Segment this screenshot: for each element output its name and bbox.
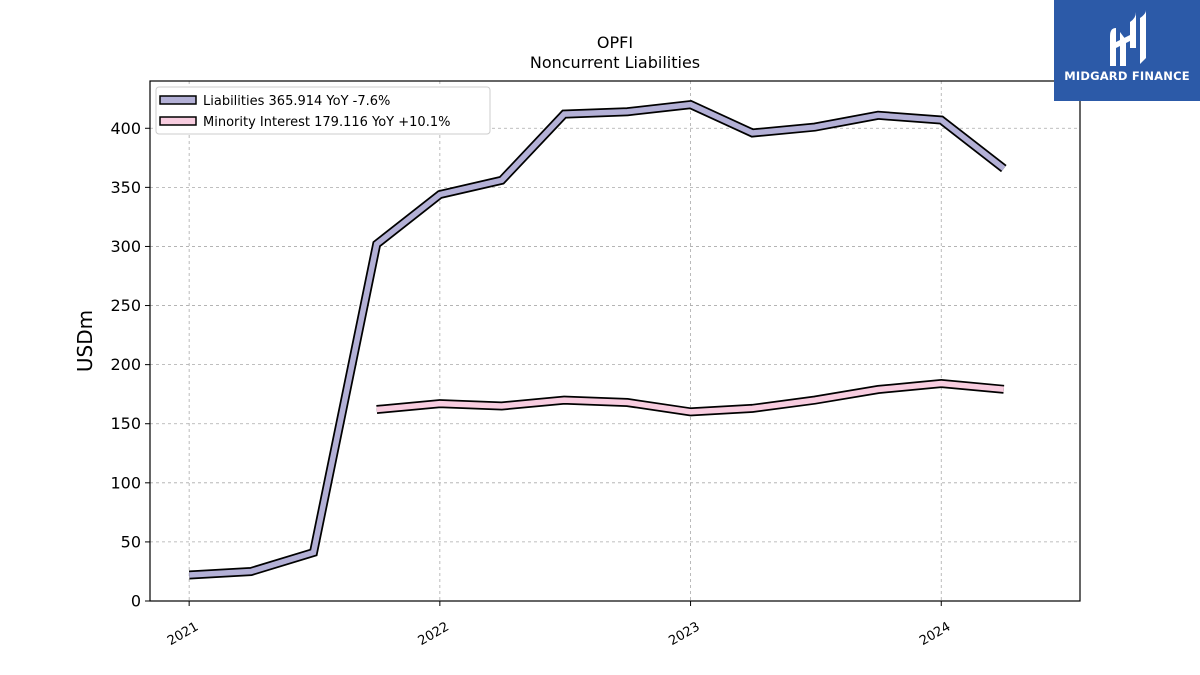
grid bbox=[150, 81, 1080, 602]
brand-mark-icon bbox=[1110, 10, 1146, 66]
y-tick-label: 250 bbox=[110, 296, 141, 315]
legend-swatch-0 bbox=[159, 95, 197, 105]
legend-label-1: Minority Interest 179.116 YoY +10.1% bbox=[203, 115, 450, 130]
legend-box bbox=[155, 86, 491, 135]
y-tick-label: 400 bbox=[110, 119, 141, 138]
x-tick-label: 2023 bbox=[666, 619, 702, 649]
y-tick-label: 50 bbox=[121, 532, 141, 551]
y-tick-label: 350 bbox=[110, 178, 141, 197]
plot-frame bbox=[149, 80, 1081, 602]
series-0-outline bbox=[188, 99, 1007, 580]
legend-label-0: Liabilities 365.914 YoY -7.6% bbox=[203, 94, 390, 109]
x-tick-label: 2024 bbox=[917, 619, 953, 649]
series-0-line bbox=[189, 101, 1006, 578]
legend: Liabilities 365.914 YoY -7.6% Minority In… bbox=[155, 86, 491, 135]
legend-swatch-1 bbox=[159, 116, 197, 126]
x-tick-label: 2021 bbox=[165, 619, 201, 649]
y-tick-label: 200 bbox=[110, 355, 141, 374]
y-tick-label: 100 bbox=[110, 473, 141, 492]
y-tick-label: 0 bbox=[131, 592, 141, 611]
plot-area bbox=[188, 99, 1007, 580]
y-tick-label: 150 bbox=[110, 414, 141, 433]
y-tick-label: 300 bbox=[110, 237, 141, 256]
y-axis-label: USDm bbox=[73, 310, 97, 372]
chart-subtitle: Noncurrent Liabilities bbox=[530, 53, 700, 72]
brand-logo: MIDGARD FINANCE bbox=[1054, 0, 1200, 101]
brand-name: MIDGARD FINANCE bbox=[1064, 69, 1190, 83]
x-tick-label: 2022 bbox=[416, 619, 452, 649]
chart-title: OPFI bbox=[597, 33, 633, 52]
